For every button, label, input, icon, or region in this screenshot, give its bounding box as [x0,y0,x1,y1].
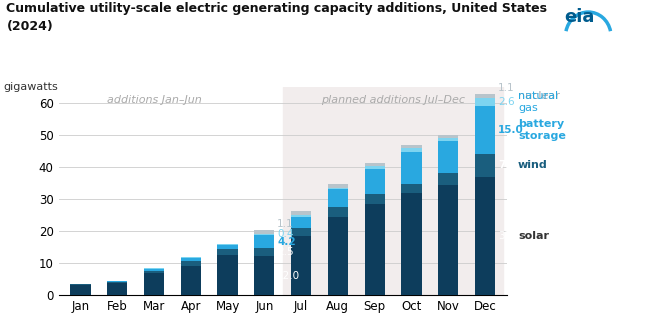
Text: (2024): (2024) [6,20,53,33]
Bar [475,97,495,106]
Bar [70,285,90,295]
Bar [401,184,422,193]
Text: natural
gas: natural gas [518,91,558,113]
Bar [291,228,311,236]
Bar [181,266,201,295]
Bar [328,207,348,216]
Bar [438,185,458,295]
Bar [438,138,458,141]
Bar [328,216,348,295]
Bar [254,230,274,234]
Bar [107,283,127,295]
Text: 7.1: 7.1 [498,160,517,170]
Bar [365,204,385,295]
Bar [218,245,238,250]
Bar [438,135,458,138]
Bar [254,235,274,249]
Bar [254,249,274,257]
Bar [475,94,495,97]
Bar [291,236,311,295]
Bar [328,184,348,188]
Text: planned additions Jul–Dec: planned additions Jul–Dec [321,95,465,105]
Text: 1.1: 1.1 [278,219,294,229]
Bar [475,154,495,177]
Text: 2.6: 2.6 [498,97,514,107]
Bar [438,141,458,174]
Bar [70,284,90,285]
Bar [254,234,274,235]
Text: 12.0: 12.0 [278,271,300,281]
Bar [291,211,311,215]
Bar [144,273,164,295]
Bar [438,174,458,185]
Bar [401,145,422,148]
Bar [107,282,127,283]
Bar [144,269,164,271]
Bar [218,255,238,295]
Text: battery
storage: battery storage [518,119,566,141]
Text: 0.4: 0.4 [278,229,294,240]
Text: additions Jan–Jun: additions Jan–Jun [107,95,202,105]
Bar [218,250,238,255]
Text: 2.5: 2.5 [278,248,294,258]
Text: wind: wind [518,160,548,170]
Bar [283,87,503,295]
Bar [475,106,495,154]
Bar [365,162,385,166]
Text: gigawatts: gigawatts [3,82,58,92]
Bar [144,271,164,273]
Bar [291,215,311,216]
Text: solar: solar [518,231,549,241]
Bar [181,261,201,266]
Bar [401,148,422,152]
Bar [401,193,422,295]
Text: 37.0: 37.0 [498,231,521,241]
Text: 15.0: 15.0 [498,125,523,135]
Bar [328,189,348,207]
Bar [475,177,495,295]
Text: eia: eia [565,8,595,26]
Bar [365,169,385,194]
Bar [291,216,311,228]
Bar [107,281,127,282]
Bar [365,166,385,169]
Text: 4.2: 4.2 [278,237,296,247]
Bar [365,194,385,204]
Bar [401,152,422,184]
Text: 1.1: 1.1 [498,83,514,93]
Bar [254,257,274,295]
Bar [181,258,201,261]
Text: nuclear: nuclear [518,91,560,101]
Text: Cumulative utility-scale electric generating capacity additions, United States: Cumulative utility-scale electric genera… [6,2,547,15]
Bar [328,188,348,189]
